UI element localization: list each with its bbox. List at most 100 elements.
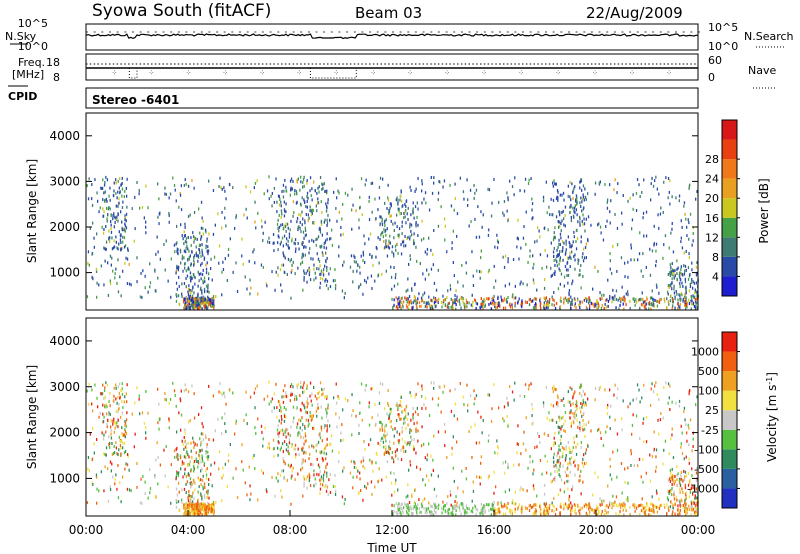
velocity-cell bbox=[190, 502, 192, 506]
power-cell bbox=[372, 263, 374, 267]
power-cell bbox=[370, 182, 372, 186]
velocity-cell bbox=[176, 456, 179, 460]
velocity-cell bbox=[108, 443, 110, 447]
colorbar-swatch bbox=[722, 198, 737, 218]
velocity-cell bbox=[667, 478, 669, 482]
velocity-cell bbox=[382, 436, 384, 440]
velocity-cell bbox=[674, 501, 676, 505]
power-cell bbox=[197, 303, 200, 306]
velocity-cell bbox=[279, 448, 281, 452]
velocity-cell bbox=[254, 426, 256, 430]
velocity-cell bbox=[114, 421, 116, 425]
velocity-cell bbox=[405, 404, 408, 408]
power-cell bbox=[397, 282, 399, 286]
power-cell bbox=[563, 241, 565, 245]
power-cell bbox=[598, 222, 600, 226]
velocity-cell bbox=[109, 404, 111, 408]
velocity-cell bbox=[188, 494, 190, 498]
velocity-cell bbox=[316, 414, 318, 418]
power-cell bbox=[560, 236, 562, 240]
velocity-cell bbox=[672, 475, 674, 479]
velocity-cell bbox=[601, 499, 603, 503]
power-cell bbox=[668, 190, 670, 194]
power-cell bbox=[565, 268, 568, 272]
velocity-cell bbox=[111, 453, 114, 456]
velocity-cell bbox=[319, 381, 322, 385]
velocity-cell bbox=[558, 426, 560, 430]
velocity-cell bbox=[268, 442, 270, 446]
velocity-cell bbox=[303, 475, 305, 479]
power-cell bbox=[102, 207, 104, 211]
velocity-cell bbox=[280, 414, 283, 418]
velocity-cell bbox=[674, 480, 676, 484]
velocity-cell bbox=[125, 418, 128, 422]
power-cell bbox=[149, 281, 152, 285]
freq-marker: ⁘ bbox=[666, 69, 672, 77]
velocity-cell bbox=[396, 448, 398, 452]
velocity-cell bbox=[405, 510, 408, 514]
power-cell bbox=[87, 261, 89, 265]
power-cell bbox=[473, 196, 475, 200]
velocity-cell bbox=[696, 466, 698, 470]
power-cell bbox=[181, 254, 184, 258]
velocity-cell bbox=[218, 390, 220, 394]
power-cell bbox=[116, 196, 118, 200]
power-cell bbox=[308, 270, 311, 274]
power-cell bbox=[168, 196, 170, 200]
power-cell bbox=[607, 299, 610, 303]
power-cell bbox=[641, 303, 644, 307]
power-cell bbox=[428, 295, 430, 299]
power-cell bbox=[454, 300, 456, 304]
power-cell bbox=[388, 211, 390, 215]
power-cell bbox=[303, 198, 305, 202]
velocity-cell bbox=[550, 447, 552, 451]
power-cell bbox=[325, 283, 328, 287]
velocity-cell bbox=[310, 418, 313, 422]
power-cell bbox=[204, 301, 206, 305]
power-cell bbox=[539, 299, 541, 303]
power-cell bbox=[335, 283, 337, 287]
power-cell bbox=[280, 223, 282, 227]
velocity-cell bbox=[672, 479, 674, 483]
power-cell bbox=[302, 230, 305, 234]
power-cell bbox=[189, 276, 191, 279]
power-cell bbox=[183, 282, 186, 285]
velocity-cell bbox=[449, 489, 451, 493]
velocity-cell bbox=[349, 471, 352, 475]
velocity-cell bbox=[563, 505, 565, 509]
velocity-cell bbox=[300, 381, 302, 384]
power-cell bbox=[97, 199, 99, 203]
power-cell bbox=[139, 206, 141, 210]
velocity-cell bbox=[360, 382, 363, 386]
power-cell bbox=[411, 307, 413, 311]
velocity-cell bbox=[249, 484, 251, 488]
power-cell bbox=[299, 226, 301, 230]
velocity-cell bbox=[109, 413, 111, 416]
velocity-cell bbox=[199, 449, 201, 453]
power-cell bbox=[453, 208, 455, 212]
velocity-cell bbox=[599, 385, 601, 389]
power-cell bbox=[176, 241, 178, 245]
velocity-cell bbox=[273, 406, 275, 410]
velocity-cell bbox=[576, 404, 578, 408]
velocity-cell bbox=[388, 452, 391, 456]
power-cell bbox=[246, 287, 248, 291]
power-cell bbox=[689, 273, 691, 276]
velocity-cell bbox=[673, 490, 675, 494]
power-cell bbox=[583, 247, 585, 251]
power-cell bbox=[410, 229, 412, 233]
velocity-cell bbox=[644, 506, 646, 509]
power-cell bbox=[430, 298, 433, 302]
power-cell bbox=[307, 196, 309, 200]
power-cell bbox=[328, 272, 330, 276]
velocity-cell bbox=[110, 425, 112, 429]
velocity-cell bbox=[124, 421, 127, 425]
power-cell bbox=[580, 235, 582, 239]
velocity-cell bbox=[412, 413, 414, 417]
velocity-cell bbox=[676, 477, 678, 481]
velocity-cell bbox=[579, 479, 581, 482]
velocity-cell bbox=[287, 463, 290, 467]
power-cell bbox=[622, 194, 624, 197]
velocity-cell bbox=[409, 391, 411, 395]
velocity-cell bbox=[273, 454, 275, 458]
